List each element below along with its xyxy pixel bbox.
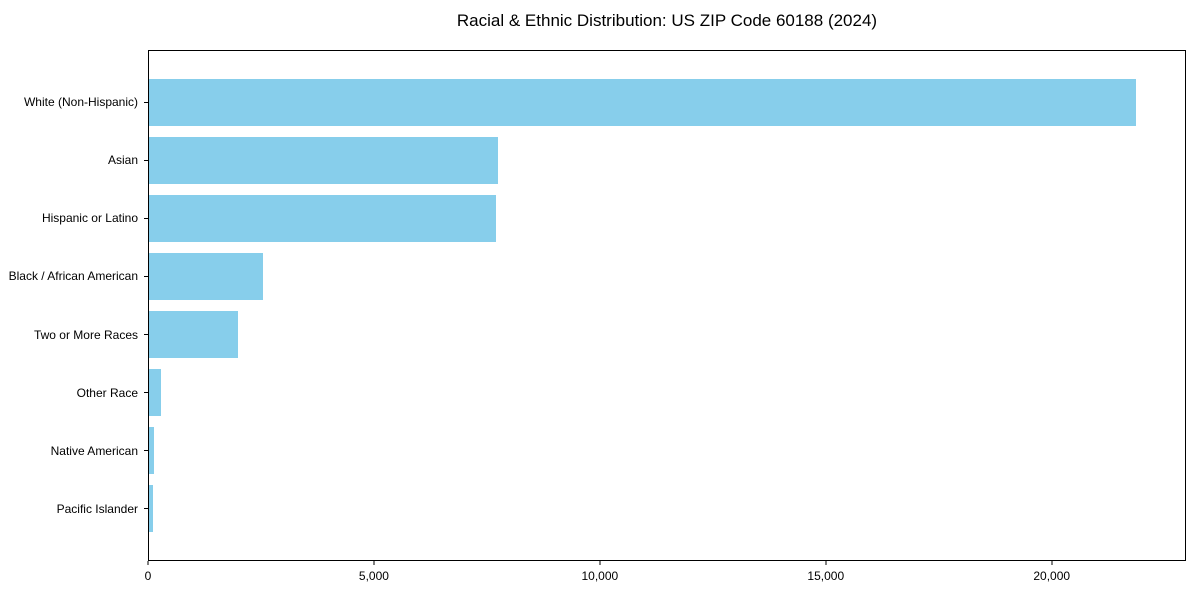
y-tick-mark <box>144 159 148 161</box>
category-label: Other Race <box>76 385 138 400</box>
bar-rows <box>149 51 1185 560</box>
y-tick: Black / African American <box>0 247 148 305</box>
bar <box>149 195 496 243</box>
x-tick-label: 20,000 <box>1033 569 1071 583</box>
plot-area <box>148 50 1186 561</box>
bar-row <box>149 132 1185 190</box>
bar <box>149 368 162 416</box>
y-tick-mark <box>144 334 148 336</box>
x-tick-label: 15,000 <box>807 569 845 583</box>
bar-row <box>149 363 1185 421</box>
bar <box>149 137 499 185</box>
category-label: White (Non-Hispanic) <box>23 95 138 110</box>
y-tick: Native American <box>0 422 148 480</box>
y-tick: Pacific Islander <box>0 480 148 538</box>
category-label: Native American <box>50 443 138 458</box>
x-tick-label: 5,000 <box>358 569 389 583</box>
category-label: Black / African American <box>8 269 138 284</box>
y-tick-mark <box>144 101 148 103</box>
y-tick: Other Race <box>0 364 148 422</box>
bar-row <box>149 421 1185 479</box>
y-tick-mark <box>144 392 148 394</box>
x-tick-mark <box>147 561 149 565</box>
y-tick-mark <box>144 508 148 510</box>
bar-row <box>149 479 1185 537</box>
category-label: Asian <box>107 153 138 168</box>
x-tick-mark <box>599 561 601 565</box>
x-tick-mark <box>1051 561 1053 565</box>
category-label: Two or More Races <box>33 327 138 342</box>
bar <box>149 484 153 532</box>
x-tick-mark <box>825 561 827 565</box>
bar <box>149 310 238 358</box>
bar <box>149 426 154 474</box>
y-tick: White (Non-Hispanic) <box>0 73 148 131</box>
category-label: Hispanic or Latino <box>41 211 138 226</box>
y-tick-mark <box>144 275 148 277</box>
x-tick-label: 0 <box>144 569 152 583</box>
y-tick: Two or More Races <box>0 306 148 364</box>
y-tick-mark <box>144 217 148 219</box>
y-tick: Hispanic or Latino <box>0 189 148 247</box>
bar-row <box>149 306 1185 364</box>
bar-row <box>149 248 1185 306</box>
x-axis-ticks: 0 5,000 10,000 15,000 20,000 <box>144 561 1185 595</box>
chart-title: Racial & Ethnic Distribution: US ZIP Cod… <box>456 11 878 30</box>
y-tick: Asian <box>0 131 148 189</box>
y-axis-labels: White (Non-Hispanic) Asian Hispanic or Lat… <box>0 50 148 561</box>
x-tick-label: 10,000 <box>581 569 619 583</box>
bar <box>149 79 1136 127</box>
bar-row <box>149 74 1185 132</box>
bar <box>149 253 263 301</box>
x-tick-mark <box>373 561 375 565</box>
y-tick-mark <box>144 450 148 452</box>
category-label: Pacific Islander <box>56 501 138 516</box>
bar-row <box>149 190 1185 248</box>
